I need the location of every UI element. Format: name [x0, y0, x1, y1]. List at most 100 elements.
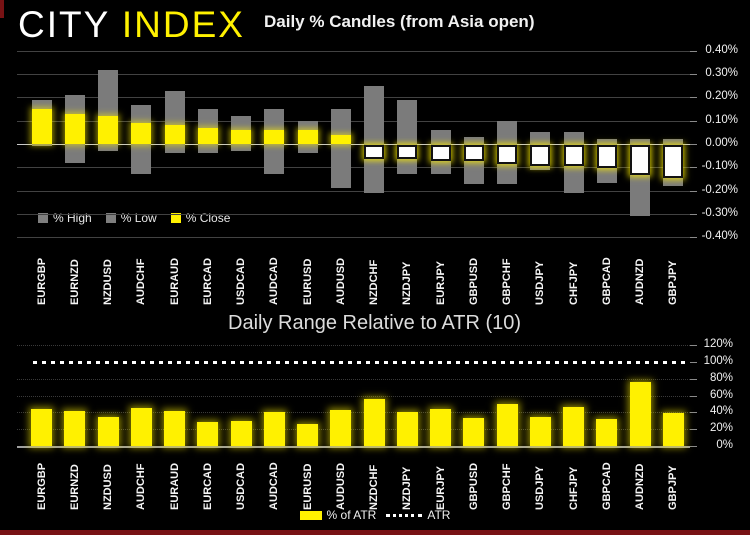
gridline — [17, 51, 690, 52]
y-tick-label: 80% — [709, 372, 733, 384]
x-axis-line — [17, 446, 690, 448]
y-tick-mark — [690, 51, 697, 52]
x-tick-label: GBPUSD — [467, 257, 480, 305]
x-tick-label: EURUSD — [301, 463, 314, 510]
y-tick-mark — [690, 74, 697, 75]
y-tick-label: 120% — [703, 338, 733, 350]
y-tick-mark — [690, 121, 697, 122]
x-tick-label: USDJPY — [534, 260, 547, 305]
logo-city: CITY — [18, 4, 110, 45]
x-tick-label: EURNZD — [68, 464, 81, 510]
gridline — [17, 214, 690, 215]
gridline — [17, 97, 690, 98]
gridline — [17, 121, 690, 122]
y-tick-label: 40% — [709, 405, 733, 417]
close-bar — [530, 145, 551, 166]
close-bar — [630, 145, 651, 176]
y-tick-label: -0.30% — [701, 207, 738, 219]
y-tick-label: 0.10% — [705, 114, 738, 126]
gridline — [17, 379, 690, 380]
x-tick-label: NZDUSD — [102, 259, 115, 305]
y-tick-mark — [690, 144, 697, 145]
y-tick-mark — [690, 237, 697, 238]
atr-percent-bar — [496, 403, 518, 446]
y-tick-label: 60% — [709, 389, 733, 401]
y-tick-mark — [690, 362, 697, 363]
x-tick-label: EURJPY — [434, 465, 447, 510]
atr-percent-bar — [164, 410, 186, 446]
atr-percent-bar — [97, 417, 119, 446]
x-tick-label: AUDCHF — [135, 258, 148, 305]
y-tick-mark — [690, 446, 697, 447]
window-corner-accent — [0, 0, 4, 18]
atr-percent-bar — [596, 419, 618, 446]
atr-reference-line — [33, 361, 686, 364]
y-tick-label: 100% — [703, 355, 733, 367]
close-bar — [430, 145, 451, 162]
close-bar — [131, 123, 152, 144]
atr-percent-bar — [31, 409, 53, 446]
y-tick-label: 0.40% — [705, 44, 738, 56]
y-tick-label: -0.10% — [701, 160, 738, 172]
x-tick-label: NZDCHF — [368, 464, 381, 510]
close-bar — [463, 145, 484, 162]
candle-range-bar — [330, 109, 351, 189]
gridline — [17, 429, 690, 430]
y-tick-label: 0.20% — [705, 90, 738, 102]
x-tick-label: AUDUSD — [334, 257, 347, 305]
y-tick-label: -0.40% — [701, 230, 738, 242]
gridline — [17, 74, 690, 75]
close-bar — [596, 145, 617, 169]
y-tick-mark — [690, 167, 697, 168]
legend-label-atr: ATR — [427, 508, 451, 522]
x-tick-label: GBPCAD — [600, 257, 613, 305]
x-tick-label: EURAUD — [168, 462, 181, 510]
x-tick-label: EURUSD — [301, 258, 314, 305]
x-tick-label: AUDCHF — [135, 463, 148, 510]
atr-percent-bar — [563, 407, 585, 446]
top-chart-title: Daily % Candles (from Asia open) — [264, 12, 535, 31]
close-bar — [164, 125, 185, 144]
atr-percent-bar — [363, 398, 385, 446]
x-tick-label: USDCAD — [235, 257, 248, 305]
close-bar — [297, 130, 318, 144]
candle-range-bar — [397, 99, 418, 175]
close-bar — [197, 127, 218, 144]
x-tick-label: AUDNZD — [634, 258, 647, 305]
legend-item-pct-atr: % of ATR — [299, 508, 377, 522]
close-bar — [364, 145, 385, 159]
x-tick-label: EURCAD — [201, 257, 214, 305]
city-index-logo: CITY INDEX — [18, 4, 245, 46]
atr-percent-bar — [263, 412, 285, 446]
gridline — [17, 144, 690, 145]
atr-percent-bar — [130, 408, 152, 446]
legend-label-pct-atr: % of ATR — [326, 508, 377, 522]
close-bar — [64, 113, 85, 144]
x-tick-label: GBPCHF — [501, 463, 514, 510]
x-tick-label: EURJPY — [434, 260, 447, 305]
x-tick-label: NZDJPY — [401, 261, 414, 305]
atr-percent-bar — [230, 420, 252, 447]
y-tick-label: 0% — [716, 439, 733, 451]
close-bar — [330, 134, 351, 144]
close-bar — [397, 145, 418, 159]
x-tick-label: GBPJPY — [667, 260, 680, 305]
gridline — [17, 396, 690, 397]
x-tick-label: AUDUSD — [334, 462, 347, 510]
y-tick-mark — [690, 214, 697, 215]
atr-percent-bar — [430, 409, 452, 446]
x-tick-label: GBPJPY — [667, 465, 680, 510]
atr-percent-bar — [297, 424, 319, 446]
low-swatch-icon — [105, 213, 116, 223]
x-tick-label: EURCAD — [201, 462, 214, 510]
atr-percent-bar — [529, 416, 551, 446]
close-bar — [264, 130, 285, 144]
close-bar — [563, 145, 584, 166]
y-tick-mark — [690, 191, 697, 192]
gridline — [17, 345, 690, 346]
y-tick-label: 0.00% — [705, 137, 738, 149]
x-tick-label: AUDNZD — [634, 463, 647, 510]
pct-atr-swatch-icon — [299, 510, 322, 520]
close-bar — [497, 145, 518, 164]
